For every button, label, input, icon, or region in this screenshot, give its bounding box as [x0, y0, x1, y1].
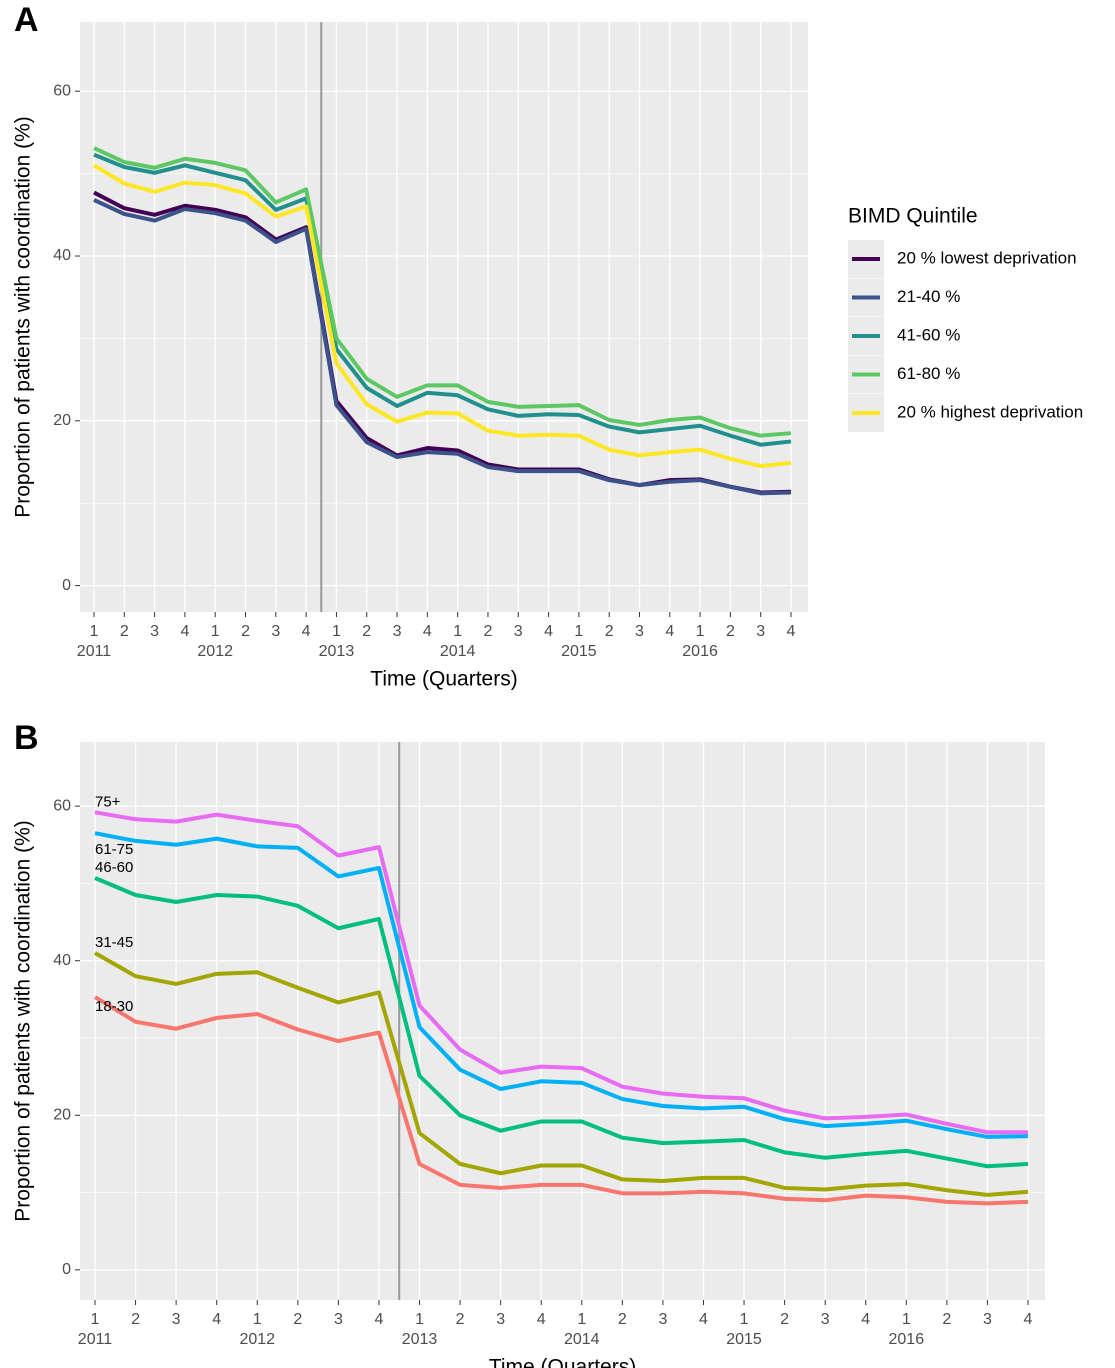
year-label: 2016	[889, 1331, 925, 1348]
x-tick-label: 2	[605, 623, 614, 640]
legend-label: 41-60 %	[897, 325, 960, 344]
series-line	[94, 876, 1029, 1169]
x-tick-label: 1	[696, 623, 705, 640]
year-label: 2011	[77, 643, 112, 660]
x-tick-label: 1	[577, 1311, 586, 1328]
y-axis-title: Proportion of patients with coordination…	[12, 820, 35, 1222]
x-tick-label: 2	[120, 623, 129, 640]
x-tick-label: 2	[942, 1311, 951, 1328]
year-label: 2014	[564, 1331, 600, 1348]
series-label: 75+	[95, 793, 121, 810]
x-tick-label: 1	[740, 1311, 749, 1328]
series-label: 46-60	[95, 859, 133, 876]
year-label: 2013	[402, 1331, 438, 1348]
x-tick-label: 4	[1024, 1311, 1033, 1328]
x-tick-label: 3	[496, 1311, 505, 1328]
series-label: 61-75	[95, 841, 133, 858]
x-tick-label: 4	[699, 1311, 708, 1328]
year-label: 2013	[319, 643, 355, 660]
x-tick-label: 1	[415, 1311, 424, 1328]
legend-title: BIMD Quintile	[848, 205, 978, 228]
x-tick-label: 2	[456, 1311, 465, 1328]
x-tick-label: 4	[423, 623, 432, 640]
x-tick-label: 1	[902, 1311, 911, 1328]
year-label: 2015	[561, 643, 597, 660]
series-line	[93, 995, 1029, 1206]
x-tick-label: 3	[393, 623, 402, 640]
x-tick-label: 2	[293, 1311, 302, 1328]
x-tick-label: 1	[332, 623, 341, 640]
x-tick-label: 3	[658, 1311, 667, 1328]
x-tick-label: 3	[172, 1311, 181, 1328]
legend-label: 61-80 %	[897, 364, 960, 383]
legend-label: 20 % highest deprivation	[897, 402, 1083, 421]
y-axis-title: Proportion of patients with coordination…	[12, 116, 35, 518]
x-tick-label: 2	[484, 623, 493, 640]
x-tick-label: 3	[334, 1311, 343, 1328]
year-label: 2016	[682, 643, 718, 660]
y-tick-label: 40	[53, 247, 71, 264]
x-tick-label: 2	[618, 1311, 627, 1328]
series-line	[93, 152, 792, 447]
x-tick-label: 1	[453, 623, 462, 640]
x-tick-label: 4	[665, 623, 674, 640]
year-label: 2012	[239, 1331, 275, 1348]
y-tick-label: 20	[53, 1107, 71, 1124]
y-tick-label: 20	[53, 412, 71, 429]
x-tick-label: 3	[271, 623, 280, 640]
x-tick-label: 3	[150, 623, 159, 640]
series-line	[93, 146, 792, 438]
x-tick-label: 1	[574, 623, 583, 640]
series-line	[94, 951, 1029, 1197]
x-axis-title: Time (Quarters)	[370, 668, 517, 691]
plot-background	[80, 742, 1045, 1300]
series-line	[94, 810, 1028, 1135]
year-label: 2014	[440, 643, 476, 660]
x-tick-label: 3	[635, 623, 644, 640]
x-tick-label: 4	[375, 1311, 384, 1328]
legend-label: 20 % lowest deprivation	[897, 248, 1077, 267]
year-label: 2011	[78, 1331, 113, 1348]
panel-label: A	[14, 1, 39, 39]
x-tick-label: 3	[756, 623, 765, 640]
x-tick-label: 4	[302, 623, 311, 640]
x-tick-label: 1	[211, 623, 220, 640]
x-tick-label: 3	[514, 623, 523, 640]
x-tick-label: 2	[780, 1311, 789, 1328]
x-tick-label: 2	[241, 623, 250, 640]
x-tick-label: 4	[212, 1311, 221, 1328]
y-tick-label: 0	[62, 577, 71, 594]
y-tick-label: 60	[53, 797, 71, 814]
y-tick-label: 60	[53, 82, 71, 99]
y-tick-label: 40	[53, 952, 71, 969]
x-tick-label: 2	[726, 623, 735, 640]
x-tick-label: 4	[787, 623, 796, 640]
x-tick-label: 2	[131, 1311, 140, 1328]
x-tick-label: 2	[362, 623, 371, 640]
x-tick-label: 4	[537, 1311, 546, 1328]
x-tick-label: 4	[180, 623, 189, 640]
plot-background	[80, 22, 808, 612]
x-tick-label: 4	[861, 1311, 870, 1328]
panel-label: B	[14, 719, 39, 757]
x-tick-label: 1	[90, 623, 99, 640]
legend-label: 21-40 %	[897, 287, 960, 306]
year-label: 2012	[197, 643, 233, 660]
series-line	[93, 198, 792, 496]
x-axis-title: Time (Quarters)	[489, 1356, 636, 1368]
x-tick-label: 1	[253, 1311, 262, 1328]
x-tick-label: 4	[544, 623, 553, 640]
series-label: 31-45	[95, 934, 133, 951]
series-line	[94, 831, 1029, 1139]
y-tick-label: 0	[62, 1261, 71, 1278]
year-label: 2015	[726, 1331, 762, 1348]
x-tick-label: 3	[983, 1311, 992, 1328]
x-tick-label: 3	[821, 1311, 830, 1328]
series-line	[92, 163, 792, 469]
series-label: 18-30	[95, 998, 133, 1015]
x-tick-label: 1	[91, 1311, 100, 1328]
